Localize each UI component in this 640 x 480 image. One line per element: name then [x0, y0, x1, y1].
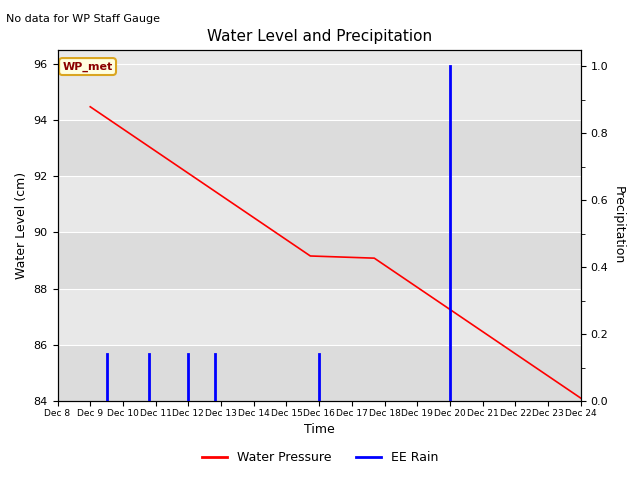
Text: WP_met: WP_met [63, 61, 113, 72]
Bar [58, 288, 581, 345]
Title: Water Level and Precipitation: Water Level and Precipitation [207, 29, 432, 44]
Bar [58, 345, 581, 401]
Bar [58, 64, 581, 120]
Bar [58, 176, 581, 232]
Y-axis label: Water Level (cm): Water Level (cm) [15, 172, 28, 279]
Text: No data for WP Staff Gauge: No data for WP Staff Gauge [6, 14, 161, 24]
Legend: Water Pressure, EE Rain: Water Pressure, EE Rain [196, 446, 444, 469]
Y-axis label: Precipitation: Precipitation [612, 186, 625, 264]
Bar [58, 232, 581, 288]
Bar [58, 120, 581, 176]
X-axis label: Time: Time [304, 423, 335, 436]
